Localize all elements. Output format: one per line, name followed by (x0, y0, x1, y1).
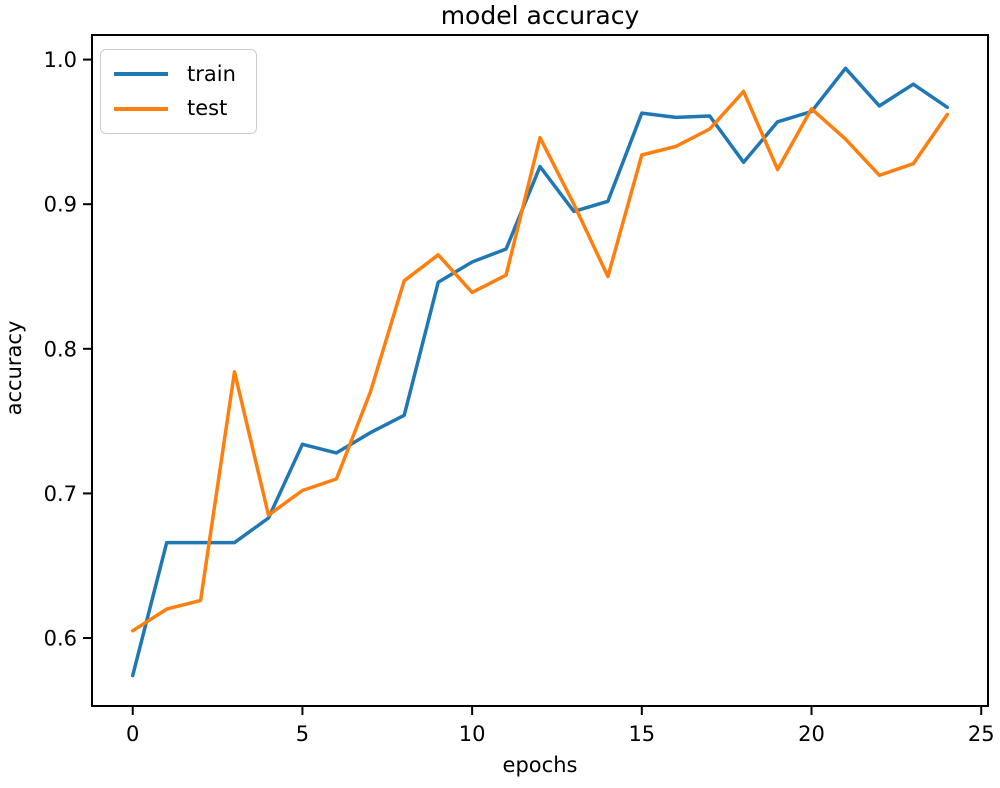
test-line-swatch (114, 107, 168, 111)
x-tick-label: 15 (628, 722, 655, 746)
y-tick-label: 1.0 (44, 48, 77, 72)
legend-label-test: test (187, 96, 228, 121)
y-tick-label: 0.7 (44, 482, 77, 506)
test-line (130, 89, 950, 633)
y-axis-label: accuracy (2, 320, 26, 416)
x-tick-label: 5 (296, 722, 309, 746)
train-line (130, 66, 950, 678)
train-line-swatch (114, 72, 168, 76)
y-tick-label: 0.9 (44, 193, 77, 217)
legend-entry-train: train (114, 61, 256, 86)
x-tick-label: 0 (126, 722, 139, 746)
x-tick-label: 10 (459, 722, 486, 746)
x-tick-label: 25 (968, 722, 995, 746)
y-tick-label: 0.8 (44, 337, 77, 361)
y-tick-label: 0.6 (44, 627, 77, 651)
legend: train test (100, 49, 257, 134)
legend-entry-test: test (114, 98, 256, 119)
x-tick-label: 20 (798, 722, 825, 746)
legend-label-train: train (187, 61, 236, 86)
x-axis-label: epochs (502, 753, 578, 777)
plot-spines (91, 34, 989, 707)
chart-title: model accuracy (440, 1, 640, 30)
